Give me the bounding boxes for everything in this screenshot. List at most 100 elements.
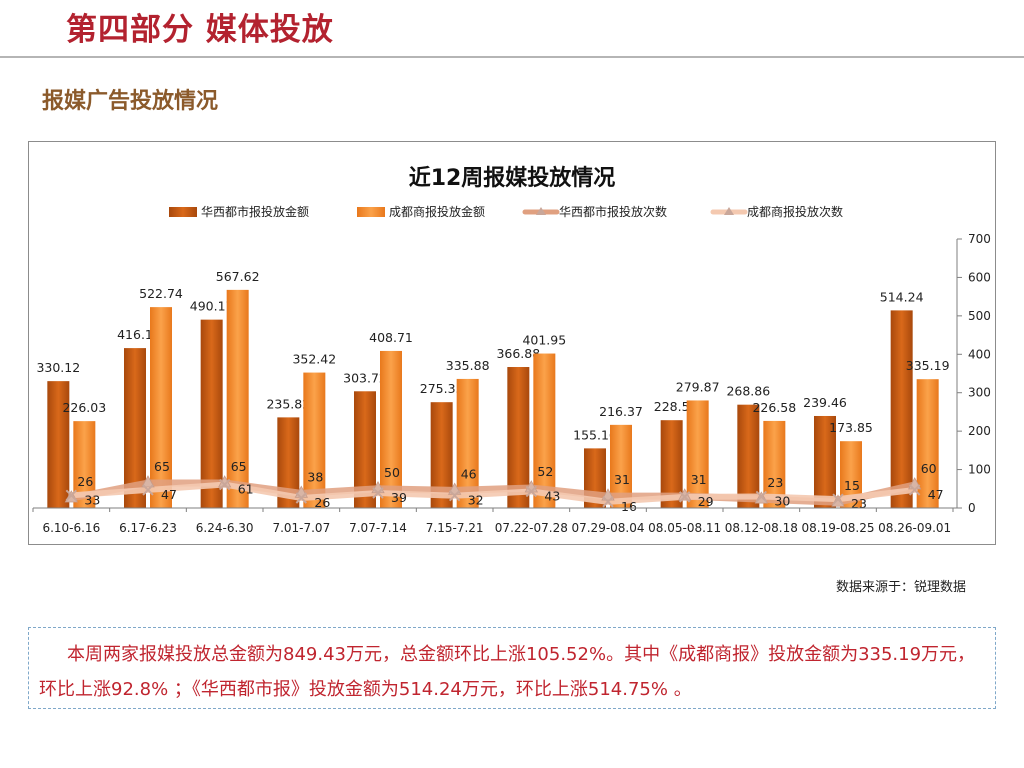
y-tick-label-1: 100 bbox=[968, 463, 991, 477]
legend-label-1: 成都商报投放金额 bbox=[389, 204, 485, 219]
line-label-s0-11: 60 bbox=[921, 461, 937, 476]
line-label-s0-4: 50 bbox=[384, 465, 400, 480]
x-tick-label-3: 7.01-7.07 bbox=[272, 521, 330, 535]
line-label-s1-5: 32 bbox=[468, 493, 484, 508]
x-tick-label-8: 08.05-08.11 bbox=[648, 521, 721, 535]
bar-label-s1-3: 352.42 bbox=[292, 352, 336, 367]
x-tick-label-5: 7.15-7.21 bbox=[426, 521, 484, 535]
line-point-s0-7 bbox=[601, 488, 615, 501]
bar-label-s0-8: 228.5 bbox=[654, 399, 690, 414]
x-tick-label-0: 6.10-6.16 bbox=[42, 521, 100, 535]
line-label-s1-1: 47 bbox=[161, 487, 177, 502]
line-point-s1-10 bbox=[832, 493, 844, 505]
bar-label-s1-11: 335.19 bbox=[906, 358, 950, 373]
line-label-s0-10: 15 bbox=[844, 478, 860, 493]
x-tick-label-10: 08.19-08.25 bbox=[801, 521, 874, 535]
bar-s0-4 bbox=[354, 391, 376, 508]
bar-label-s1-1: 522.74 bbox=[139, 286, 183, 301]
bar-s0-1 bbox=[124, 348, 146, 508]
line-point-s1-0 bbox=[65, 489, 78, 502]
bar-s0-6 bbox=[507, 367, 530, 508]
line-point-s1-4 bbox=[372, 487, 384, 499]
bar-s0-8 bbox=[660, 420, 683, 508]
title-divider bbox=[0, 56, 1024, 58]
data-source-note: 数据来源于：锐理数据 bbox=[835, 580, 966, 595]
line-label-s0-5: 46 bbox=[461, 466, 477, 481]
bar-label-s1-2: 567.62 bbox=[216, 269, 260, 284]
bar-s1-8 bbox=[686, 400, 709, 508]
legend-label-3: 成都商报投放次数 bbox=[747, 204, 843, 219]
line-label-s0-0: 26 bbox=[77, 474, 93, 489]
bar-label-s0-10: 239.46 bbox=[803, 395, 847, 410]
line-point-s1-2 bbox=[218, 478, 231, 491]
y-tick-label-3: 300 bbox=[968, 386, 991, 400]
summary-text: 本周两家报媒投放总金额为849.43万元，总金额环比上涨105.52%。其中《成… bbox=[39, 644, 976, 700]
legend-swatch-1 bbox=[357, 207, 385, 217]
bar-s1-0 bbox=[73, 421, 96, 508]
bar-label-s1-9: 226.58 bbox=[752, 400, 796, 415]
bar-s0-5 bbox=[430, 402, 453, 508]
y-tick-label-6: 600 bbox=[968, 270, 991, 284]
bar-label-s0-2: 490.17 bbox=[190, 299, 234, 314]
section-title: 报媒广告投放情况 bbox=[42, 89, 219, 114]
bar-s0-3 bbox=[277, 417, 300, 508]
page-title: 第四部分 媒体投放 bbox=[66, 12, 334, 48]
bar-label-s0-1: 416.1 bbox=[117, 327, 153, 342]
bar-s1-5 bbox=[456, 378, 479, 508]
chart-title: 近12周报媒投放情况 bbox=[409, 165, 616, 191]
bar-label-s1-10: 173.85 bbox=[829, 420, 873, 435]
line-label-s0-6: 52 bbox=[537, 464, 553, 479]
x-tick-label-11: 08.26-09.01 bbox=[878, 521, 951, 535]
line-label-s0-8: 31 bbox=[691, 472, 707, 487]
line-label-s0-7: 31 bbox=[614, 472, 630, 487]
bar-s0-2 bbox=[200, 319, 223, 508]
bar-s1-7 bbox=[610, 424, 632, 508]
bar-s1-9 bbox=[763, 420, 786, 508]
bar-label-s0-9: 268.86 bbox=[726, 384, 770, 399]
bar-s1-3 bbox=[303, 372, 326, 508]
line-point-s1-7 bbox=[602, 496, 614, 508]
x-tick-label-7: 07.29-08.04 bbox=[571, 521, 644, 535]
legend-swatch-0 bbox=[169, 207, 197, 217]
bar-s1-2 bbox=[226, 289, 249, 508]
legend-marker-2 bbox=[536, 207, 546, 215]
bar-label-s0-3: 235.82 bbox=[266, 396, 310, 411]
bar-label-s1-6: 401.95 bbox=[522, 333, 566, 348]
bar-s1-4 bbox=[380, 350, 402, 508]
line-label-s1-8: 29 bbox=[698, 494, 714, 509]
bar-label-s1-5: 335.88 bbox=[446, 358, 490, 373]
line-series-1 bbox=[68, 481, 918, 505]
line-point-s1-3 bbox=[295, 492, 308, 504]
line-point-s1-8 bbox=[678, 491, 691, 503]
chart-svg: 近12周报媒投放情况 华西都市报投放金额 成都商报投放金额 华西都市报投放次数 成都商… bbox=[32, 165, 991, 535]
line-label-s1-0: 33 bbox=[84, 492, 100, 507]
summary-box: 本周两家报媒投放总金额为849.43万元，总金额环比上涨105.52%。其中《成… bbox=[28, 627, 996, 709]
line-label-s1-11: 47 bbox=[928, 487, 944, 502]
bar-s0-9 bbox=[737, 404, 760, 508]
legend-label-0: 华西都市报投放金额 bbox=[201, 204, 309, 219]
bar-s1-6 bbox=[533, 353, 556, 508]
line-point-s1-9 bbox=[755, 490, 768, 503]
bar-label-s0-4: 303.72 bbox=[343, 370, 387, 385]
bar-label-s0-7: 155.16 bbox=[573, 427, 617, 442]
line-point-s0-1 bbox=[141, 475, 155, 488]
line-label-s1-4: 39 bbox=[391, 490, 407, 505]
line-label-s1-3: 26 bbox=[314, 495, 330, 510]
legend-marker-3 bbox=[724, 207, 734, 215]
line-label-s0-2: 65 bbox=[231, 459, 247, 474]
bar-label-s0-11: 514.24 bbox=[880, 289, 924, 304]
bar-s1-1 bbox=[150, 307, 172, 508]
bar-label-s0-0: 330.12 bbox=[36, 360, 80, 375]
line-label-s0-1: 65 bbox=[154, 459, 170, 474]
line-label-s1-2: 61 bbox=[238, 482, 254, 497]
bar-s1-10 bbox=[840, 441, 862, 508]
chart-legend: 华西都市报投放金额 成都商报投放金额 华西都市报投放次数 成都商报投放次数 bbox=[169, 204, 843, 219]
bar-s0-11 bbox=[890, 310, 913, 508]
x-tick-label-1: 6.17-6.23 bbox=[119, 521, 177, 535]
legend-label-2: 华西都市报投放次数 bbox=[559, 204, 667, 219]
y-tick-label-4: 400 bbox=[968, 347, 991, 361]
line-label-s1-9: 30 bbox=[774, 493, 790, 508]
x-tick-label-2: 6.24-6.30 bbox=[196, 521, 254, 535]
bar-s0-0 bbox=[47, 381, 70, 508]
line-point-s1-11 bbox=[908, 484, 921, 496]
